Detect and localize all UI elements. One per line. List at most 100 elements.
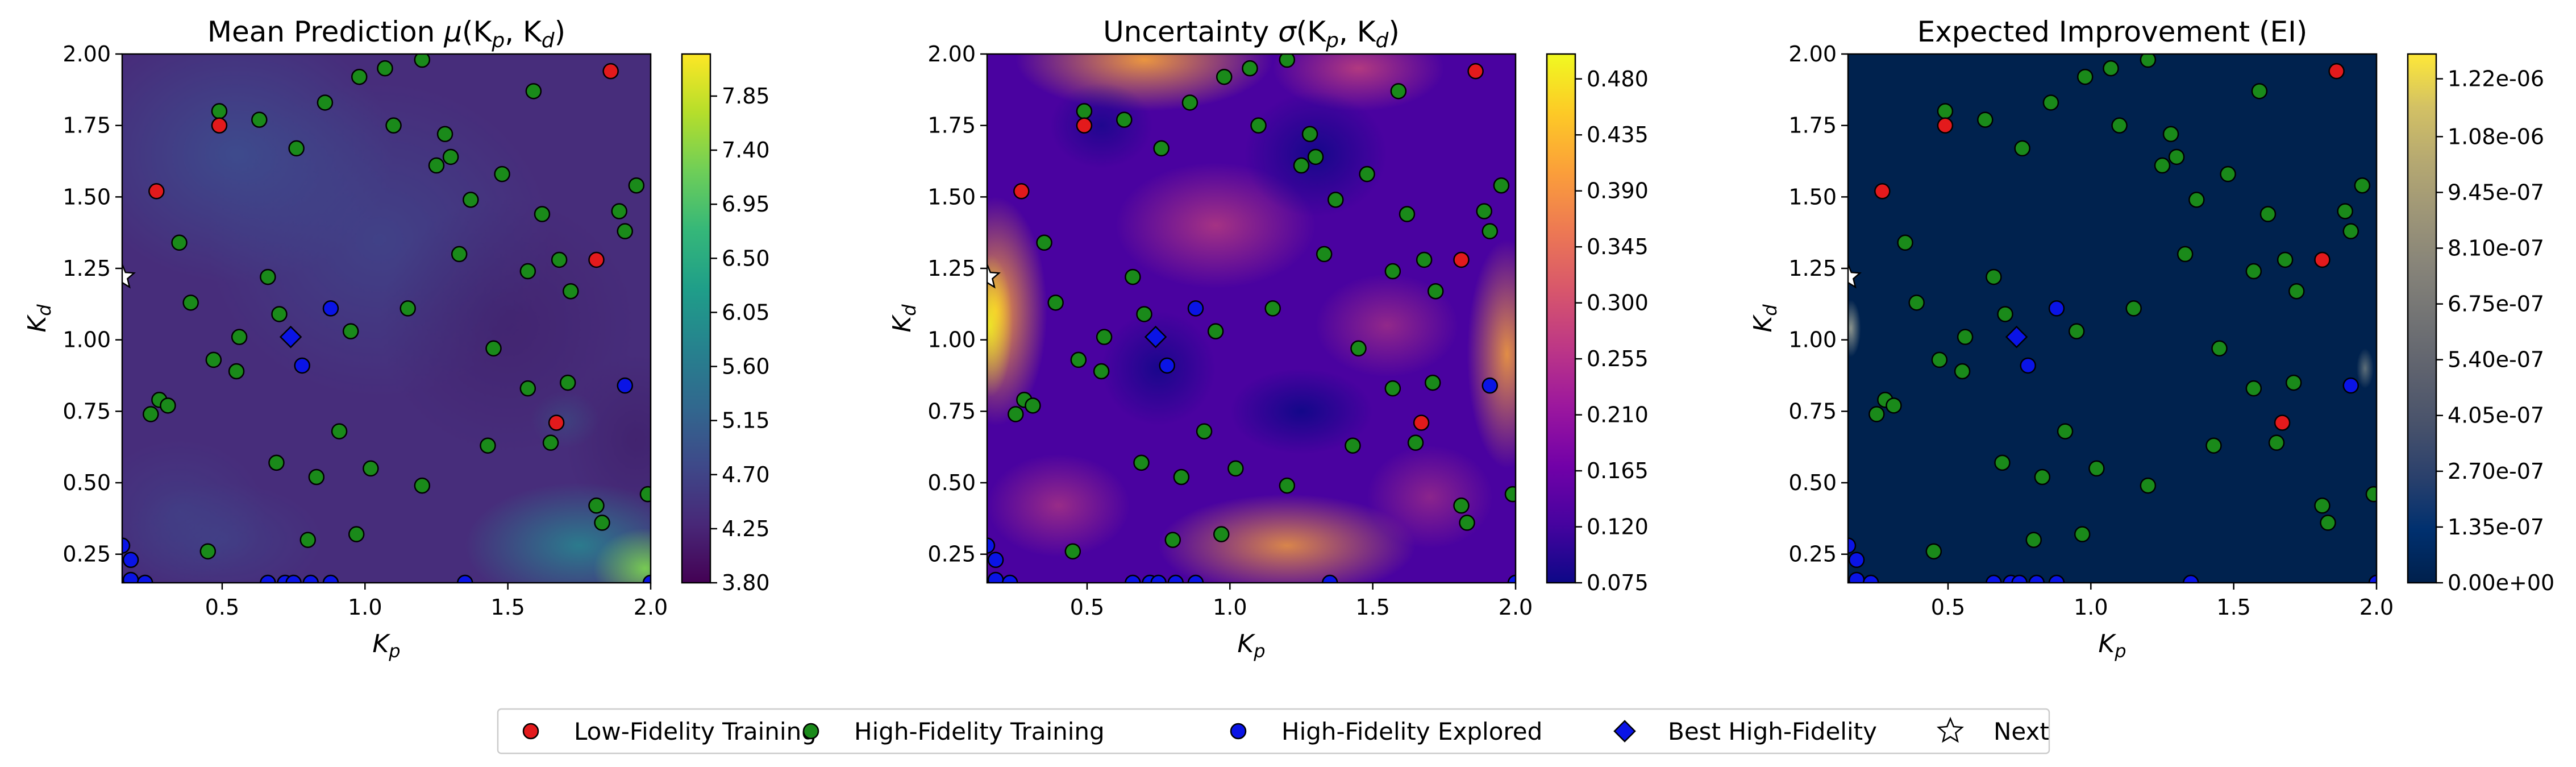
- high-point-17: [1399, 206, 1416, 222]
- y-tick-label-3: 0.75: [927, 399, 976, 424]
- y-axis-label: Kd: [23, 304, 55, 333]
- colorbar: 0.00e+00 1.35e-07 2.70e-07 4.05e-07 5.40e-07…: [2407, 53, 2554, 595]
- low-point-5: [1413, 414, 1430, 431]
- high-point-6: [317, 94, 334, 111]
- explored-point-5: [987, 552, 1004, 569]
- legend-label-explored: High-Fidelity Explored: [1281, 718, 1542, 745]
- panel-title: Expected Improvement (EI): [1917, 15, 2308, 48]
- y-tick-label-6: 1.50: [1788, 184, 1837, 209]
- x-tick-label-1: 0.5: [205, 595, 239, 620]
- high-point-21: [2342, 223, 2359, 239]
- panel-3: 0.5 1.0 1.5 2.0 0.25 0.50 0.75 1.00 1.25 1.50 1.75…: [1749, 15, 2554, 662]
- explored-point-14: [1507, 574, 1516, 583]
- high-point-40: [1350, 340, 1367, 357]
- x-tick-label-2: 1.0: [2074, 595, 2108, 620]
- high-point-2: [1908, 295, 1925, 311]
- low-point-2: [1937, 117, 1954, 134]
- panel-title: Uncertainty σ(Kp, Kd): [1103, 15, 1400, 52]
- high-point-27: [1136, 306, 1152, 322]
- heatmap-blob-9: [122, 483, 322, 583]
- high-point-11: [2162, 126, 2179, 143]
- high-point-37: [1994, 454, 2011, 471]
- high-point-33: [1025, 397, 1041, 414]
- explored-point-8: [260, 574, 276, 583]
- heatmap-blob-12: [1101, 311, 1216, 426]
- high-point-26: [1207, 323, 1224, 339]
- best-point-1: [279, 325, 302, 349]
- legend-item-low: Low-Fidelity Training: [522, 718, 817, 745]
- high-point-23: [1384, 263, 1401, 280]
- colorbar-tick-label-1: 3.80: [722, 570, 770, 595]
- colorbar-tick-label-6: 0.300: [1587, 291, 1649, 316]
- low-point-4: [588, 251, 605, 268]
- low-point-5: [2274, 414, 2291, 431]
- explored-point-2: [1159, 357, 1175, 374]
- high-point-22: [2354, 177, 2371, 194]
- explored-point-4: [987, 537, 996, 554]
- legend-box: [497, 708, 2050, 754]
- legend-marker-explored: [1230, 723, 1247, 740]
- next-point-1: [987, 262, 1001, 289]
- heatmap-blob-7: [1158, 494, 1416, 583]
- colorbar-gradient: [1546, 53, 1576, 584]
- explored-point-4: [122, 537, 131, 554]
- high-point-40: [485, 340, 502, 357]
- y-tick-label-5: 1.25: [63, 256, 111, 281]
- legend-item-next: Next: [1937, 716, 2049, 745]
- low-point-3: [2328, 63, 2345, 80]
- high-point-16: [525, 83, 542, 99]
- y-tick-label-2: 0.50: [63, 470, 111, 495]
- high-point-21: [617, 223, 634, 239]
- heatmap-blob-11: [1230, 368, 1373, 454]
- high-point-45: [2314, 497, 2331, 514]
- y-axis-label: Kd: [1749, 304, 1781, 333]
- explored-point-14: [642, 574, 651, 583]
- heatmap-blob-4: [379, 197, 636, 454]
- heatmap-blob-2: [2356, 348, 2374, 389]
- colorbar-tick-label-7: 0.345: [1587, 234, 1649, 259]
- high-point-28: [260, 268, 276, 285]
- colorbar-tick-label-8: 6.95: [722, 192, 770, 217]
- high-point-18: [551, 251, 568, 268]
- explored-point-12: [322, 574, 339, 583]
- explored-point-3: [2342, 377, 2359, 394]
- colorbar-tick-label-9: 0.435: [1587, 122, 1649, 147]
- scatter-points: [1848, 54, 2377, 583]
- colorbar-tick-label-6: 6.05: [722, 300, 770, 325]
- colorbar-tick-label-5: 5.40e-07: [2448, 347, 2544, 372]
- high-point-26: [2068, 323, 2085, 339]
- high-point-46: [594, 515, 610, 531]
- colorbar-tick-label-2: 4.25: [722, 516, 770, 541]
- high-point-48: [1213, 526, 1230, 542]
- high-point-15: [1359, 165, 1375, 183]
- high-point-4: [1116, 111, 1133, 128]
- heatmap-blob-2: [987, 254, 1013, 397]
- low-point-2: [211, 117, 228, 134]
- high-point-18: [2277, 251, 2294, 268]
- high-point-39: [1279, 477, 1296, 494]
- colorbar-tick-label-1: 0.00e+00: [2448, 570, 2554, 595]
- high-point-31: [1954, 363, 1971, 380]
- high-point-6: [2042, 94, 2059, 111]
- high-point-49: [2025, 532, 2042, 548]
- high-point-4: [251, 111, 268, 128]
- best-point-1: [1144, 325, 1167, 349]
- high-point-10: [414, 54, 431, 68]
- explored-point-7: [1001, 574, 1018, 583]
- panel-2: 0.5 1.0 1.5 2.0 0.25 0.50 0.75 1.00 1.25 1.50 1.75…: [888, 15, 1649, 662]
- high-point-5: [288, 140, 305, 157]
- high-point-9: [1250, 117, 1267, 134]
- colorbar-tick-label-8: 0.390: [1587, 179, 1649, 204]
- high-point-9: [385, 117, 402, 134]
- heatmap-blob-8: [1467, 239, 1516, 469]
- legend-label-best: Best High-Fidelity: [1668, 718, 1877, 745]
- high-point-23: [2245, 263, 2262, 280]
- y-tick-label-8: 2.00: [1788, 42, 1837, 67]
- colorbar-tick-label-2: 0.120: [1587, 515, 1649, 540]
- colorbar-tick-label-8: 9.45e-07: [2448, 180, 2544, 205]
- x-tick-label-4: 2.0: [1499, 595, 1533, 620]
- y-tick-label-4: 1.00: [63, 327, 111, 353]
- y-axis-label: Kd: [888, 304, 920, 333]
- low-point-1: [1013, 183, 1030, 200]
